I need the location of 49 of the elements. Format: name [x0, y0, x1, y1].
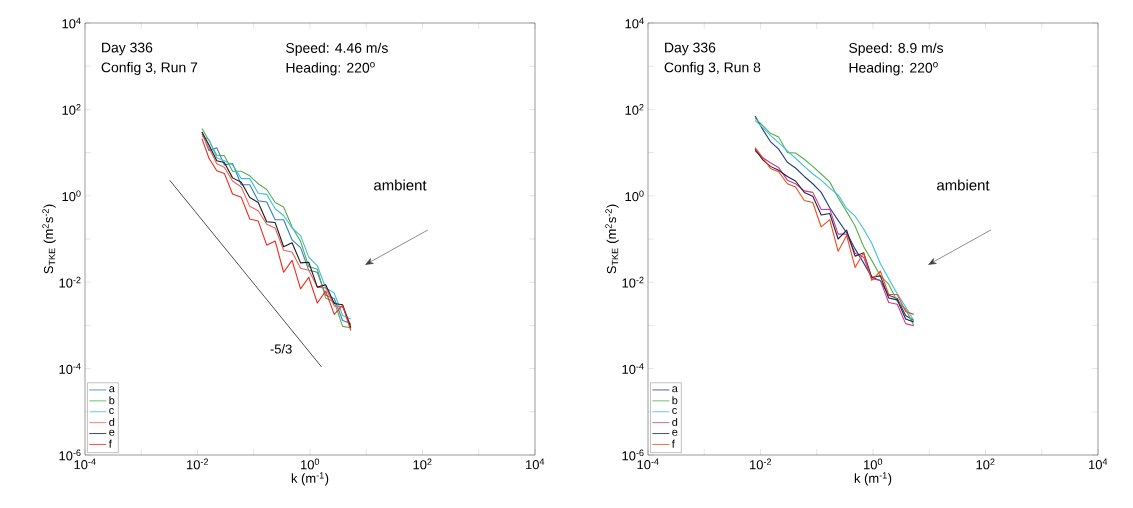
x-tick-label: 10$^{0}$ [864, 458, 883, 470]
annotation: ambient [374, 179, 427, 191]
y-tick-label: 10$^{-6}$ [59, 449, 81, 461]
x-tick-label: 10$^{-4}$ [637, 458, 659, 470]
x-tick-label: 10$^{-4}$ [74, 458, 96, 470]
y-axis-title: S$_{TKE}$ (m$^{2}$s$^{-2}$) [605, 204, 619, 274]
annotation: Config 3, Run 8 [664, 62, 761, 76]
x-axis-title: k (m$^{-1}$) [854, 472, 892, 486]
y-tick-label: 10$^{-6}$ [622, 449, 644, 461]
y-tick-label: 10$^{4}$ [62, 17, 81, 29]
x-tick-label: 10$^{2}$ [413, 458, 432, 470]
annotation: Speed: 8.9 m/s [849, 42, 944, 56]
y-tick-label: 10$^{-4}$ [622, 363, 644, 374]
x-tick-label: 10$^{2}$ [976, 458, 995, 470]
annotation: ambient [937, 179, 990, 191]
legend-label: e [672, 429, 678, 436]
x-tick-label: 10$^{-2}$ [187, 458, 209, 470]
legend-label: c [672, 408, 677, 415]
annotation: Speed: 4.46 m/s [286, 42, 388, 56]
y-tick-label: 10$^{-2}$ [59, 276, 81, 288]
legend-label: f [108, 439, 112, 448]
y-tick-label: 10$^{-2}$ [622, 276, 644, 288]
legend-label: e [109, 429, 115, 436]
annotation: Heading: 220$^{o}$ [849, 62, 938, 76]
y-axis-title: S$_{TKE}$ (m$^{2}$s$^{-2}$) [42, 204, 56, 274]
legend-label: d [109, 417, 115, 426]
legend-label: c [109, 408, 114, 415]
annotation: Config 3, Run 7 [101, 62, 198, 76]
series-label: -5/3 [270, 344, 292, 354]
x-axis-title: k (m$^{-1}$) [291, 472, 329, 486]
annotation: Day 336 [665, 42, 716, 56]
legend-label: a [109, 386, 115, 393]
annotation: Day 336 [102, 42, 153, 56]
y-tick-label: 10$^{2}$ [62, 104, 81, 115]
y-tick-label: 10$^{-4}$ [59, 363, 81, 374]
legend-label: b [109, 396, 115, 405]
x-tick-label: 10$^{0}$ [301, 458, 320, 470]
legend-label: d [672, 417, 678, 426]
annotation: Heading: 220$^{o}$ [286, 62, 375, 76]
y-tick-label: 10$^{2}$ [625, 104, 644, 115]
legend-label: f [671, 439, 675, 448]
x-tick-label: 10$^{4}$ [526, 458, 545, 470]
legend-label: b [672, 396, 678, 405]
x-tick-label: 10$^{4}$ [1089, 458, 1108, 470]
y-tick-label: 10$^{4}$ [625, 17, 644, 29]
y-tick-label: 10$^{0}$ [62, 190, 81, 202]
y-tick-label: 10$^{0}$ [625, 190, 644, 202]
legend-label: a [672, 386, 678, 393]
x-tick-label: 10$^{-2}$ [750, 458, 772, 470]
